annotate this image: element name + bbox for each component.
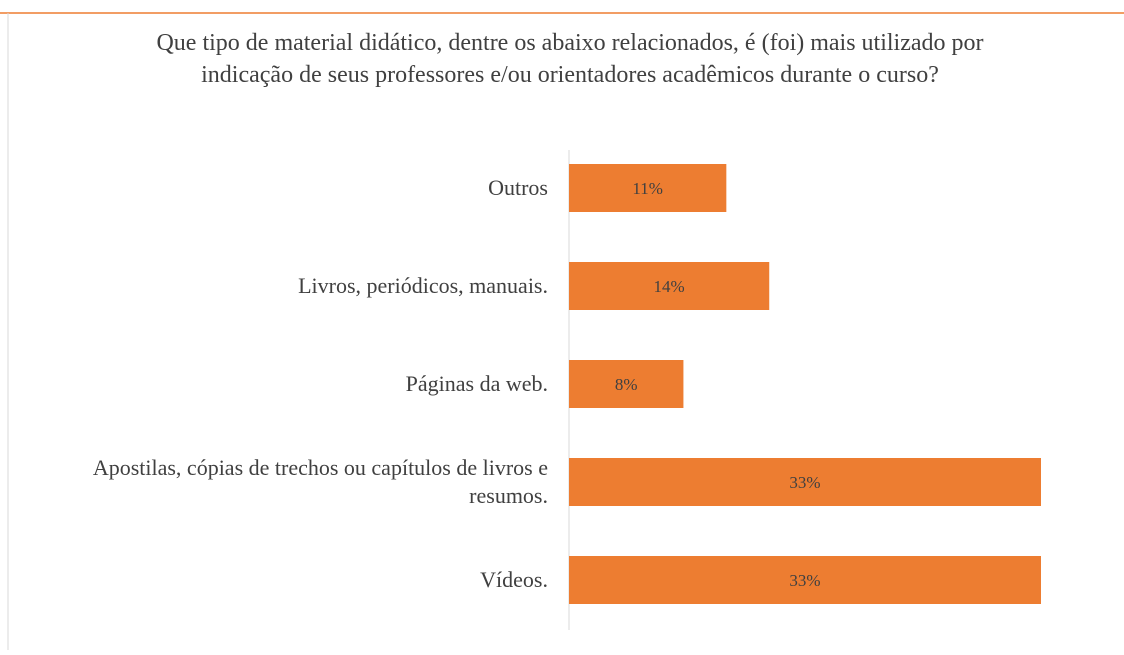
- bar: [569, 262, 770, 310]
- data-label: 14%: [654, 277, 685, 296]
- y-tick-label: Páginas da web.: [406, 371, 548, 396]
- data-label: 33%: [789, 473, 820, 492]
- y-tick-label: Outros: [488, 175, 548, 200]
- y-tick-label: Livros, periódicos, manuais.: [298, 273, 548, 298]
- bar: [569, 458, 1041, 506]
- data-label: 11%: [632, 179, 663, 198]
- y-tick-label: Vídeos.: [480, 567, 548, 592]
- chart-title: Que tipo de material didático, dentre os…: [156, 30, 983, 88]
- y-tick-label: Apostilas, cópias de trechos ou capítulo…: [93, 455, 548, 508]
- bar: [569, 360, 684, 408]
- data-label: 8%: [615, 375, 638, 394]
- bar: [569, 164, 727, 212]
- bar: [569, 556, 1041, 604]
- data-label: 33%: [789, 571, 820, 590]
